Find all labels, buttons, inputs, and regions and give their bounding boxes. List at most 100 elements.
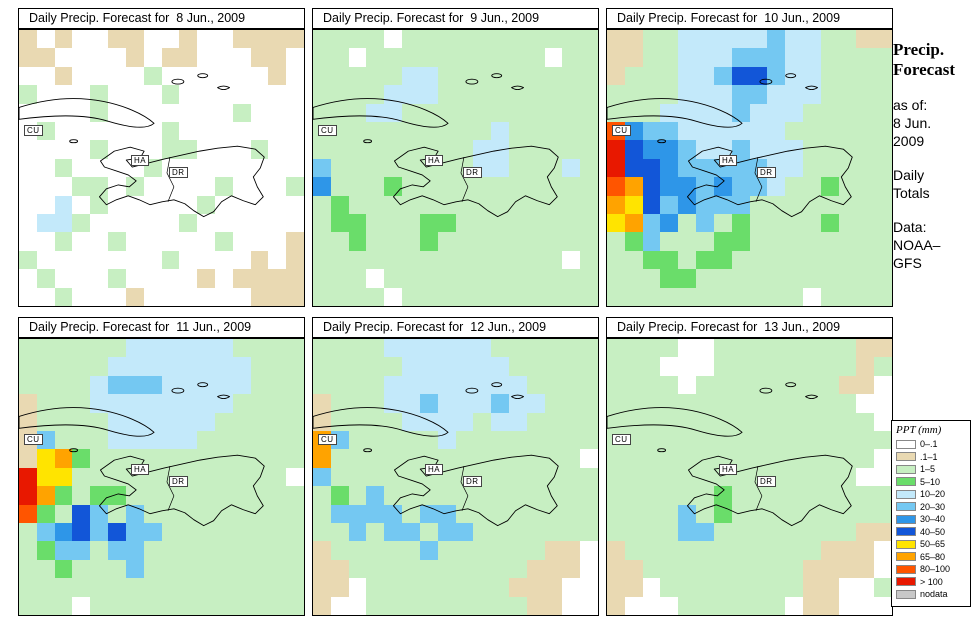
precip-cell [72,596,91,615]
precip-cell [491,177,509,196]
precip-cell [624,449,643,468]
precip-cell [366,121,385,141]
precip-cell [250,467,269,487]
legend-label: 5–10 [920,476,941,487]
precip-cell [161,394,180,413]
legend-label: 0–.1 [920,439,938,449]
precip-cell [580,287,598,306]
precip-cell [731,394,750,413]
precip-cell [785,578,803,597]
precip-cell [179,339,198,358]
precip-cell [491,449,509,468]
precip-cell [90,213,109,233]
precip-cell [473,394,492,413]
legend-swatch [896,502,916,511]
precip-cell [820,375,839,395]
precip-cell [713,66,732,86]
precip-cell [660,394,679,413]
precip-cell [562,158,581,178]
precip-cell [232,375,251,395]
precip-cell [36,522,55,542]
precip-cell [143,596,162,615]
precip-cell [874,158,892,178]
precip-cell [544,578,563,597]
precip-cell [54,541,73,560]
precip-cell [286,121,304,141]
precip-cell [232,522,251,542]
precip-cell [856,394,875,413]
precip-cell [419,195,438,214]
precip-cell [384,375,403,395]
precip-cell [384,195,403,214]
precip-cell [90,158,109,178]
precip-cell [402,287,420,306]
precip-cell [437,66,456,86]
precip-cell [785,48,803,67]
precip-cell [491,522,509,542]
precip-cell [214,357,233,376]
precip-cell [696,103,714,122]
precip-cell [330,140,349,159]
precip-cell [384,213,403,233]
precip-cell [802,357,821,376]
precip-cell [143,269,162,288]
precip-cell [820,287,839,306]
precip-cell [19,250,37,270]
legend-entry: 1–5 [896,464,966,474]
precip-cell [802,339,821,358]
precip-cell [874,213,892,233]
precip-cell [384,250,403,270]
precip-cell [749,48,768,67]
precip-cell [526,232,545,251]
precip-cell [544,232,563,251]
precip-cell [197,559,215,579]
precip-cell [838,412,857,431]
precip-cell [232,596,251,615]
precip-cell [366,430,385,450]
precip-cell [642,121,661,141]
precip-cell [179,412,198,431]
precip-cell [384,596,403,615]
precip-cell [108,85,126,104]
forecast-map-panel: CU HA DR [606,29,893,307]
precip-cell [108,559,126,579]
precip-cell [348,467,367,487]
precip-cell [678,103,697,122]
precip-cell [455,522,474,542]
precip-cell [250,394,269,413]
precip-cell [455,449,474,468]
precip-cell [713,394,732,413]
precip-cell [660,232,679,251]
precip-cell [348,486,367,505]
precip-cell [437,195,456,214]
precip-cell [54,412,73,431]
precip-cell [313,85,331,104]
precip-cell [731,522,750,542]
precip-cell [232,394,251,413]
precip-grid [19,30,304,306]
precip-cell [232,213,251,233]
precip-cell [767,357,786,376]
precip-cell [214,103,233,122]
precip-cell [313,177,331,196]
precip-cell [713,357,732,376]
precip-cell [491,375,509,395]
precip-cell [54,177,73,196]
precip-cell [36,394,55,413]
precip-cell [161,177,180,196]
asof-date-line2: 2009 [893,133,925,149]
precip-cell [508,541,527,560]
precip-cell [473,504,492,523]
precip-cell [802,430,821,450]
precip-cell [785,430,803,450]
precip-cell [125,596,144,615]
precip-cell [437,30,456,49]
legend-label: .1–1 [920,451,938,462]
country-label-cu: CU [612,125,631,136]
precip-cell [544,158,563,178]
precip-cell [455,30,474,49]
legend-entry: 5–10 [896,477,966,487]
precip-cell [607,158,625,178]
legend-label: 40–50 [920,526,946,537]
precip-cell [19,213,37,233]
